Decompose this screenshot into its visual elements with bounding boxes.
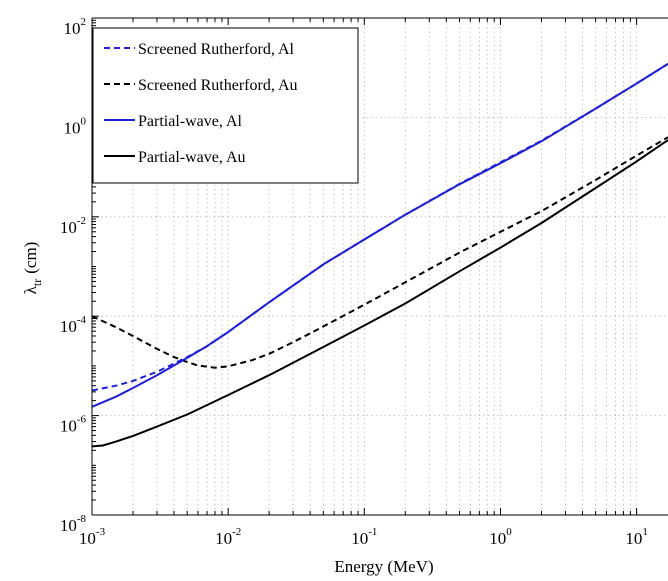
y-tick-label: 10-2 [60, 215, 86, 237]
x-tick-label: 10-3 [79, 526, 106, 548]
y-axis-title: λtr (cm) [21, 242, 44, 295]
series-layer [91, 62, 668, 448]
legend-label-1: Screened Rutherford, Al [138, 41, 295, 58]
y-tick-label: 10-4 [60, 314, 87, 336]
tick-labels: 10-3 10-2 10-1 100 101 10-8 10-6 10-4 10-2 100 102 [60, 16, 648, 548]
y-tick-label: 10-6 [60, 414, 87, 436]
x-tick-label: 100 [489, 526, 512, 548]
legend-label-3: Partial-wave, Al [138, 113, 243, 130]
series-line-3 [91, 62, 668, 408]
x-tick-label: 10-2 [215, 526, 241, 548]
series-line-2 [91, 136, 668, 369]
x-tick-label: 101 [625, 526, 648, 548]
y-axis-subscript: tr [30, 279, 44, 286]
legend-label-4: Partial-wave, Au [138, 149, 246, 166]
x-tick-label: 10-1 [351, 526, 377, 548]
y-tick-label: 100 [64, 115, 87, 137]
y-axis-unit: (cm) [21, 242, 40, 274]
legend: Screened Rutherford, Al Screened Rutherfo… [92, 27, 359, 184]
legend-label-2: Screened Rutherford, Au [138, 77, 298, 94]
series-line-4 [91, 139, 668, 448]
y-axis-symbol: λ [21, 285, 40, 294]
legend-box [92, 27, 359, 184]
y-tick-label: 10-8 [60, 513, 87, 535]
grid [92, 18, 668, 515]
y-tick-label: 102 [64, 16, 87, 38]
x-axis-title: Energy (MeV) [334, 557, 433, 576]
